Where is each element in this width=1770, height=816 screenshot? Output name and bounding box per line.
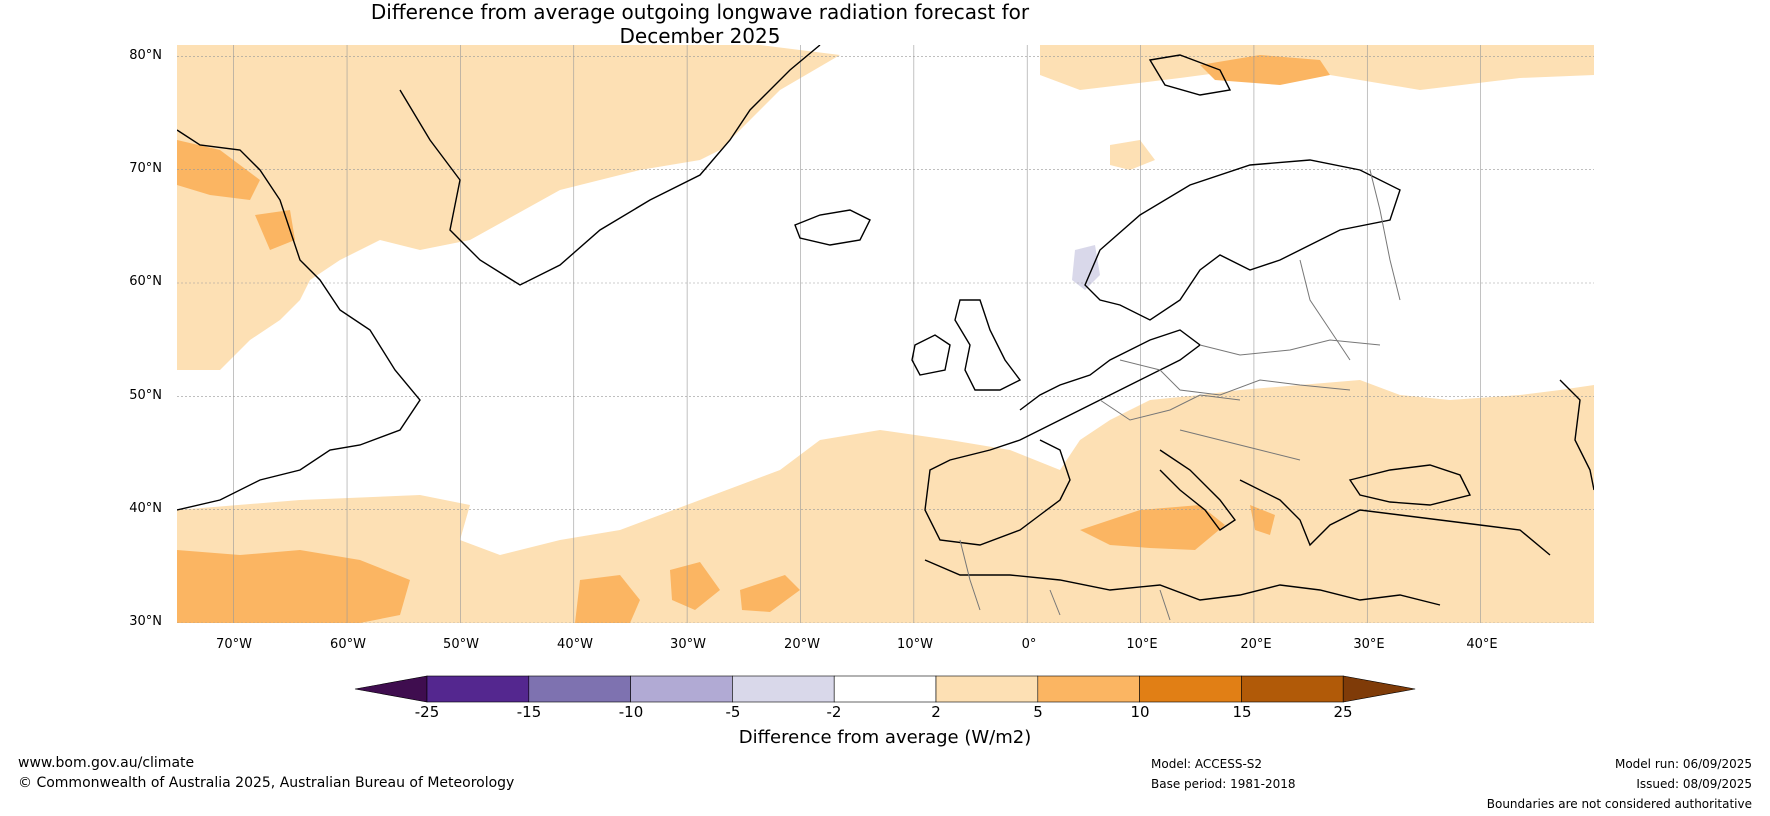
lon-label-40e: 40°E <box>1466 637 1498 652</box>
colorbar-tick-25: 25 <box>1333 703 1353 721</box>
country-borders <box>959 169 1401 621</box>
colorbar-segment <box>426 675 530 703</box>
colorbar-tick-5: 5 <box>1033 703 1043 721</box>
footer-base-period: Base period: 1981-2018 <box>1151 777 1296 791</box>
lon-label-60w: 60°W <box>330 637 366 652</box>
anomaly-5-10-areas <box>177 55 1330 623</box>
lon-label-20w: 20°W <box>784 637 820 652</box>
lon-label-30w: 30°W <box>670 637 706 652</box>
colorbar-segment <box>630 675 733 703</box>
lat-label-70n: 70°N <box>129 161 162 176</box>
colorbar-segment <box>528 675 631 703</box>
lon-label-20e: 20°E <box>1240 637 1272 652</box>
colorbar-tick-neg25: -25 <box>414 703 440 721</box>
colorbar-tick-neg15: -15 <box>516 703 542 721</box>
lat-label-40n: 40°N <box>129 501 162 516</box>
lon-label-10e: 10°E <box>1126 637 1158 652</box>
lon-label-50w: 50°W <box>443 637 479 652</box>
lon-label-40w: 40°W <box>557 637 593 652</box>
lon-label-70w: 70°W <box>216 637 252 652</box>
footer-copyright: © Commonwealth of Australia 2025, Austra… <box>18 775 515 791</box>
anomaly-neg-area <box>1072 245 1100 290</box>
colorbar-tick-15: 15 <box>1232 703 1252 721</box>
colorbar-label: Difference from average (W/m2) <box>738 727 1032 748</box>
footer-website: www.bom.gov.au/climate <box>18 755 195 771</box>
lat-label-50n: 50°N <box>129 388 162 403</box>
lon-label-10w: 10°W <box>897 637 933 652</box>
colorbar-tick-10: 10 <box>1130 703 1150 721</box>
title-line-1: Difference from average outgoing longwav… <box>370 0 1030 24</box>
lat-label-80n: 80°N <box>129 48 162 63</box>
lat-label-60n: 60°N <box>129 274 162 289</box>
colorbar-tick-2: 2 <box>931 703 941 721</box>
colorbar-segment <box>1241 675 1344 703</box>
colorbar-extend-low <box>354 675 428 703</box>
colorbar-tick-neg5: -5 <box>725 703 741 721</box>
lon-label-30e: 30°E <box>1353 637 1385 652</box>
colorbar-segment <box>833 675 937 703</box>
footer-disclaimer: Boundaries are not considered authoritat… <box>1486 797 1752 811</box>
colorbar-segment <box>1037 675 1140 703</box>
colorbar-tick-neg10: -10 <box>618 703 644 721</box>
title-line-2: December 2025 <box>619 24 781 48</box>
colorbar-segment <box>732 675 835 703</box>
footer-model-run: Model run: 06/09/2025 <box>1614 757 1752 771</box>
coastlines <box>177 45 1594 606</box>
footer-model: Model: ACCESS-S2 <box>1151 757 1263 771</box>
colorbar-extend-high <box>1342 675 1416 703</box>
colorbar-segment <box>1139 675 1242 703</box>
colorbar-tick-neg2: -2 <box>826 703 842 721</box>
footer-issued: Issued: 08/09/2025 <box>1636 777 1752 791</box>
colorbar-segment <box>935 675 1039 703</box>
lon-label-0: 0° <box>1021 637 1037 652</box>
lat-label-30n: 30°N <box>129 614 162 629</box>
page-title: Difference from average outgoing longwav… <box>0 0 1400 48</box>
